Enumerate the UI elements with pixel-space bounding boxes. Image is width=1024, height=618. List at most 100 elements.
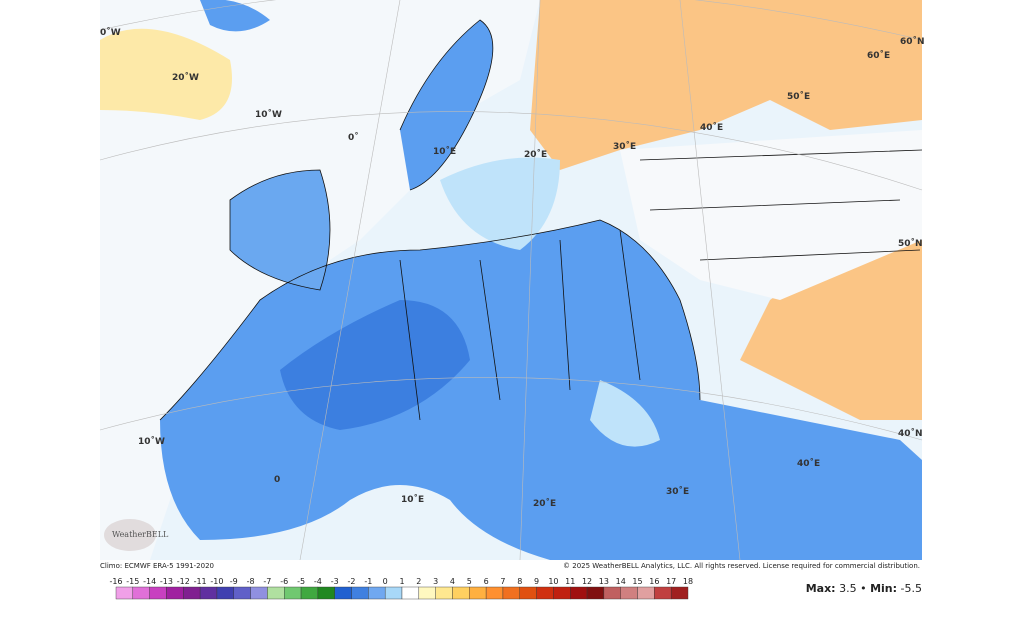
colorbar-tick-label: 7 [500, 577, 505, 586]
colorbar-swatch [452, 586, 470, 600]
graticule-label: 60˚N [900, 36, 925, 47]
min-value: -5.5 [901, 582, 922, 595]
colorbar-swatch [384, 586, 403, 600]
colorbar-swatch [284, 586, 302, 600]
colorbar-tick-label: 6 [484, 577, 489, 586]
colorbar-tick-label: -2 [348, 577, 356, 586]
colorbar-swatch [199, 586, 218, 600]
colorbar-tick-label: 11 [565, 577, 575, 586]
colorbar-tick-label: -6 [280, 577, 288, 586]
graticule-label: 10˚E [401, 494, 424, 505]
graticule-label: 0 [274, 475, 280, 485]
graticule-label: 10˚W [138, 436, 165, 447]
graticule-label: 20˚W [172, 72, 199, 83]
cold-area [230, 170, 330, 290]
logo-mark [104, 519, 156, 551]
graticule-label: 40˚E [700, 122, 723, 133]
colorbar-tick-label: -7 [263, 577, 271, 586]
colorbar-tick-label: 10 [548, 577, 558, 586]
colorbar-tick-label: 18 [683, 577, 693, 586]
colorbar-swatch [267, 586, 285, 600]
colorbar-tick-label: -16 [109, 577, 122, 586]
colorbar-swatch [183, 586, 201, 600]
graticule-label: 50˚N [898, 238, 923, 249]
max-value: 3.5 [839, 582, 857, 595]
colorbar-tick-label: -14 [143, 577, 156, 586]
colorbar-swatch [603, 586, 621, 600]
graticule-label: 20˚E [524, 149, 547, 160]
colorbar-swatch [300, 586, 319, 600]
colorbar-swatch [670, 586, 689, 600]
climo-note: Climo: ECMWF ERA-5 1991-2020 [100, 562, 214, 570]
colorbar: -16 -15 -14 -13 -12 -11 -10 -9 -8 -7 -6 -5 -4 -3 -2 -1 0… [109, 577, 693, 600]
graticule [99, 0, 923, 561]
colorbar-tick-label: -11 [194, 577, 207, 586]
graticule-label: 0˚W [100, 27, 121, 38]
warm-area [740, 230, 922, 420]
light-area [440, 157, 560, 250]
min-label: Min: [870, 582, 897, 595]
colorbar-tick-label: 0 [383, 577, 388, 586]
graticule-label: 30˚E [666, 486, 689, 497]
colorbar-tick-label: -4 [314, 577, 322, 586]
colorbar-tick-label: -1 [364, 577, 372, 586]
colorbar-swatch [401, 586, 420, 600]
map [99, 0, 923, 561]
borders [159, 19, 923, 421]
colorbar-tick-label: -9 [230, 577, 238, 586]
separator: • [860, 582, 867, 595]
colorbar-swatch [536, 586, 554, 600]
colorbar-tick-label: 13 [599, 577, 609, 586]
graticule-label: 50˚E [787, 91, 810, 102]
graticule-label: 10˚E [433, 146, 456, 157]
colorbar-swatch [485, 586, 504, 600]
colorbar-tick-label: 1 [399, 577, 404, 586]
colorbar-tick-label: 14 [616, 577, 626, 586]
colorbar-swatch [469, 586, 487, 600]
colorbar-swatch [368, 586, 386, 600]
colorbar-swatch [519, 586, 537, 600]
max-label: Max: [806, 582, 836, 595]
colorbar-tick-label: 3 [433, 577, 438, 586]
colorbar-swatch [351, 586, 369, 600]
max-min: Max: 3.5 • Min: -5.5 [806, 582, 922, 595]
colorbar-swatch [334, 586, 352, 600]
warm-area [530, 0, 922, 170]
logo: WeatherBELL [112, 530, 169, 539]
graticule-label: 0˚ [348, 132, 359, 143]
colorbar-tick-label: 8 [517, 577, 522, 586]
colorbar-swatch [115, 586, 134, 600]
colorbar-swatch [502, 586, 520, 600]
colorbar-swatch [637, 586, 655, 600]
colorbar-tick-label: 2 [416, 577, 421, 586]
neutral-area [620, 130, 922, 300]
graticule-label: 60˚E [867, 50, 890, 61]
colorbar-tick-label: 12 [582, 577, 592, 586]
light-area [590, 380, 660, 447]
colorbar-tick-label: 15 [632, 577, 642, 586]
cold-area [400, 20, 493, 190]
colorbar-swatch [586, 586, 605, 600]
colorbar-tick-label: 9 [534, 577, 539, 586]
colorbar-swatch [620, 586, 638, 600]
colorbar-swatch [570, 586, 588, 600]
colorbar-swatch [216, 586, 234, 600]
colorbar-swatch [166, 586, 184, 600]
colorbar-swatch [250, 586, 268, 600]
colorbar-tick-label: -8 [247, 577, 255, 586]
warm-area [100, 28, 232, 120]
graticule-label: 20˚E [533, 498, 556, 509]
cold-area [160, 220, 922, 560]
cold-area [280, 300, 470, 430]
colorbar-tick-label: -5 [297, 577, 305, 586]
colorbar-tick-label: -3 [331, 577, 339, 586]
graticule-label: 40˚E [797, 458, 820, 469]
colorbar-tick-label: 17 [666, 577, 676, 586]
colorbar-tick-label: -15 [126, 577, 139, 586]
colorbar-swatch [418, 586, 436, 600]
graticule-label: 10˚W [255, 109, 282, 120]
copyright: © 2025 WeatherBELL Analytics, LLC. All r… [563, 562, 920, 570]
colorbar-swatch [132, 586, 150, 600]
graticule-label: 30˚E [613, 141, 636, 152]
